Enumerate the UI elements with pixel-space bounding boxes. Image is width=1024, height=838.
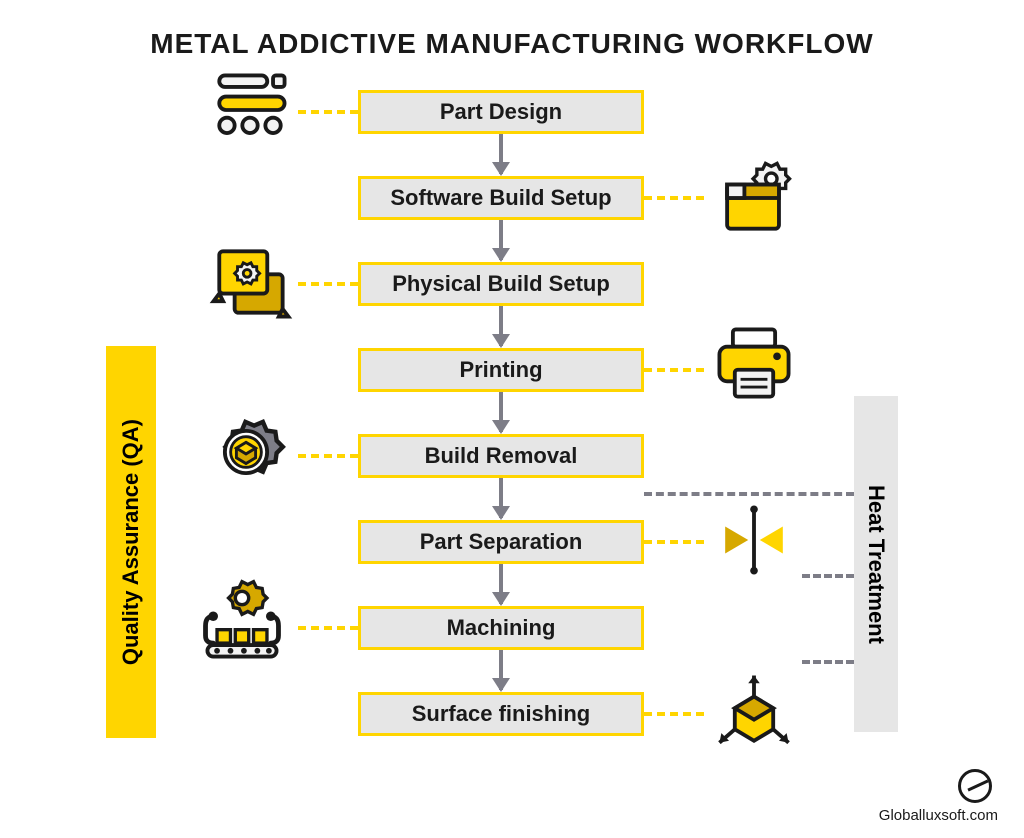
qa-label: Quality Assurance (QA)	[118, 419, 144, 665]
software-icon	[706, 150, 802, 246]
arrow-5	[499, 478, 503, 518]
dash-yellow-8	[644, 712, 704, 716]
arrow-2	[499, 220, 503, 260]
arrow-3	[499, 306, 503, 346]
step-1-label: Part Design	[440, 99, 562, 125]
step-1: Part Design	[358, 90, 644, 134]
finish-icon	[706, 664, 802, 760]
step-5-label: Build Removal	[425, 443, 578, 469]
physical-icon	[202, 234, 298, 330]
step-2-label: Software Build Setup	[390, 185, 611, 211]
arrow-1	[499, 134, 503, 174]
dash-yellow-7	[298, 626, 358, 630]
step-3-label: Physical Build Setup	[392, 271, 610, 297]
heat-connector-3	[802, 660, 854, 664]
step-6-label: Part Separation	[420, 529, 583, 555]
arrow-4	[499, 392, 503, 432]
machine-icon	[194, 574, 290, 670]
separate-icon	[706, 492, 802, 588]
heat-treatment-label: Heat Treatment	[863, 485, 889, 644]
credit-logo-icon	[958, 769, 992, 803]
step-4: Printing	[358, 348, 644, 392]
printer-icon	[706, 316, 802, 412]
dash-yellow-5	[298, 454, 358, 458]
dash-yellow-1	[298, 110, 358, 114]
dash-yellow-2	[644, 196, 704, 200]
dash-yellow-3	[298, 282, 358, 286]
step-4-label: Printing	[459, 357, 542, 383]
dash-yellow-6	[644, 540, 704, 544]
step-3: Physical Build Setup	[358, 262, 644, 306]
heat-connector-2	[802, 574, 854, 578]
heat-connector-1	[644, 492, 854, 496]
step-8: Surface finishing	[358, 692, 644, 736]
step-5: Build Removal	[358, 434, 644, 478]
heat-treatment-box: Heat Treatment	[854, 396, 898, 732]
design-icon	[202, 62, 298, 158]
credit: Globalluxsoft.com	[879, 769, 998, 824]
arrow-6	[499, 564, 503, 604]
arrow-7	[499, 650, 503, 690]
qa-box: Quality Assurance (QA)	[106, 346, 156, 738]
step-8-label: Surface finishing	[412, 701, 590, 727]
dash-yellow-4	[644, 368, 704, 372]
step-7-label: Machining	[447, 615, 556, 641]
step-7: Machining	[358, 606, 644, 650]
page-title: METAL ADDICTIVE MANUFACTURING WORKFLOW	[0, 28, 1024, 60]
credit-text: Globalluxsoft.com	[879, 807, 998, 824]
step-6: Part Separation	[358, 520, 644, 564]
removal-icon	[198, 404, 294, 500]
step-2: Software Build Setup	[358, 176, 644, 220]
